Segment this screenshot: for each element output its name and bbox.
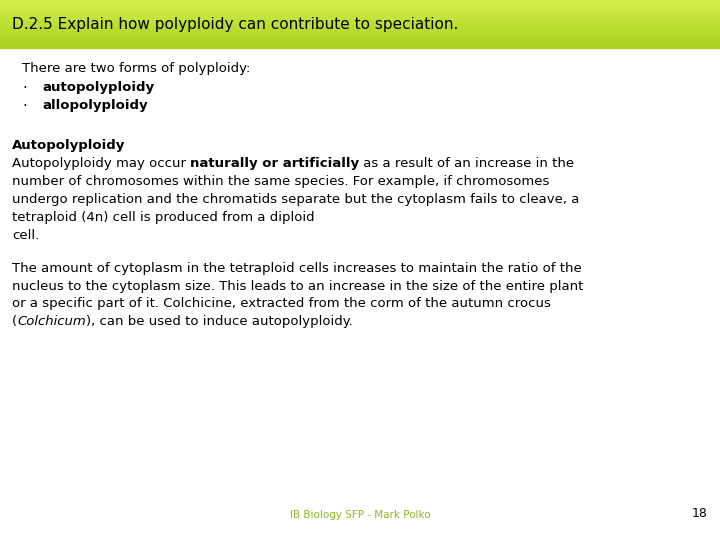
- Polygon shape: [0, 26, 720, 27]
- Polygon shape: [0, 33, 720, 35]
- Text: D.2.5 Explain how polyploidy can contribute to speciation.: D.2.5 Explain how polyploidy can contrib…: [12, 17, 459, 31]
- Text: (: (: [12, 315, 17, 328]
- Polygon shape: [0, 22, 720, 23]
- Polygon shape: [0, 8, 720, 9]
- Polygon shape: [0, 27, 720, 28]
- Text: Autopolyploidy: Autopolyploidy: [12, 138, 125, 152]
- Text: autopolyploidy: autopolyploidy: [42, 80, 154, 94]
- Polygon shape: [0, 23, 720, 24]
- Text: nucleus to the cytoplasm size. This leads to an increase in the size of the enti: nucleus to the cytoplasm size. This lead…: [12, 280, 583, 293]
- Polygon shape: [0, 5, 720, 6]
- Polygon shape: [0, 18, 720, 19]
- Text: cell.: cell.: [12, 228, 40, 241]
- Polygon shape: [0, 39, 720, 40]
- Polygon shape: [0, 3, 720, 4]
- Polygon shape: [0, 17, 720, 18]
- Text: ·: ·: [22, 80, 27, 96]
- Polygon shape: [0, 43, 720, 44]
- Polygon shape: [0, 40, 720, 41]
- Polygon shape: [0, 7, 720, 8]
- Polygon shape: [0, 2, 720, 3]
- Polygon shape: [0, 6, 720, 7]
- Text: as a result of an increase in the: as a result of an increase in the: [359, 157, 575, 170]
- Polygon shape: [0, 15, 720, 16]
- Polygon shape: [0, 29, 720, 30]
- Text: The amount of cytoplasm in the tetraploid cells increases to maintain the ratio : The amount of cytoplasm in the tetraploi…: [12, 262, 582, 275]
- Polygon shape: [0, 47, 720, 48]
- Text: number of chromosomes within the same species. For example, if chromosomes: number of chromosomes within the same sp…: [12, 175, 549, 188]
- Polygon shape: [0, 32, 720, 33]
- Polygon shape: [0, 45, 720, 46]
- Polygon shape: [0, 37, 720, 38]
- Text: undergo replication and the chromatids separate but the cytoplasm fails to cleav: undergo replication and the chromatids s…: [12, 193, 580, 206]
- Text: or a specific part of it. Colchicine, extracted from the corm of the autumn croc: or a specific part of it. Colchicine, ex…: [12, 298, 551, 310]
- Polygon shape: [0, 28, 720, 29]
- Polygon shape: [0, 16, 720, 17]
- Polygon shape: [0, 20, 720, 21]
- Text: tetraploid (4n) cell is produced from a diploid: tetraploid (4n) cell is produced from a …: [12, 211, 315, 224]
- Polygon shape: [0, 21, 720, 22]
- Polygon shape: [0, 41, 720, 42]
- Polygon shape: [0, 24, 720, 25]
- Text: ), can be used to induce autopolyploidy.: ), can be used to induce autopolyploidy.: [86, 315, 353, 328]
- Polygon shape: [0, 36, 720, 37]
- Polygon shape: [0, 4, 720, 5]
- Text: ·: ·: [22, 99, 27, 114]
- Polygon shape: [0, 38, 720, 39]
- Polygon shape: [0, 9, 720, 10]
- Polygon shape: [0, 35, 720, 36]
- Text: IB Biology SFP - Mark Polko: IB Biology SFP - Mark Polko: [289, 510, 431, 520]
- Polygon shape: [0, 10, 720, 11]
- Polygon shape: [0, 12, 720, 13]
- Text: Autopolyploidy may occur: Autopolyploidy may occur: [12, 157, 190, 170]
- Polygon shape: [0, 13, 720, 14]
- Polygon shape: [0, 42, 720, 43]
- Text: Colchicum: Colchicum: [17, 315, 86, 328]
- Polygon shape: [0, 19, 720, 20]
- Text: naturally or artificially: naturally or artificially: [190, 157, 359, 170]
- Text: 18: 18: [692, 507, 708, 520]
- Text: allopolyploidy: allopolyploidy: [42, 99, 148, 112]
- Polygon shape: [0, 44, 720, 45]
- Text: There are two forms of polyploidy:: There are two forms of polyploidy:: [22, 62, 251, 75]
- Polygon shape: [0, 31, 720, 32]
- Polygon shape: [0, 25, 720, 26]
- Polygon shape: [0, 30, 720, 31]
- Polygon shape: [0, 0, 720, 1]
- Polygon shape: [0, 1, 720, 2]
- Polygon shape: [0, 11, 720, 12]
- Polygon shape: [0, 46, 720, 47]
- Polygon shape: [0, 14, 720, 15]
